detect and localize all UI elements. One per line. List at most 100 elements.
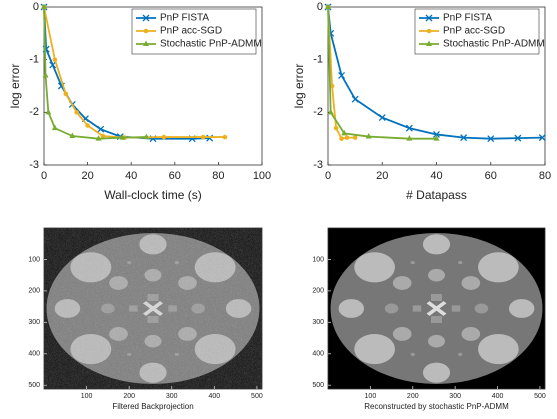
- x-tick-label: 0: [325, 170, 331, 182]
- legend-label: PnP acc-SGD: [160, 26, 222, 37]
- x-tick-label: 60: [485, 170, 497, 182]
- y-tick-label: 200: [312, 288, 324, 295]
- marker: [487, 135, 495, 143]
- marker: [351, 95, 359, 103]
- marker: [339, 136, 344, 141]
- marker: [74, 110, 79, 115]
- series-line: [327, 6, 437, 140]
- x-tick-label: 40: [125, 170, 137, 182]
- noise: [44, 228, 262, 389]
- image-frame: [327, 227, 546, 390]
- x-tick-label: 0: [41, 170, 47, 182]
- x-axis-label: Reconstructed by stochastic PnP-ADMM: [364, 402, 509, 411]
- marker: [69, 132, 76, 139]
- x-tick-label: 400: [492, 393, 504, 400]
- marker: [85, 123, 90, 128]
- x-tick-label: 40: [430, 170, 442, 182]
- marker: [538, 134, 546, 142]
- marker: [426, 28, 432, 34]
- y-tick-label: 300: [28, 319, 40, 326]
- y-tick-label: -2: [313, 106, 323, 118]
- series-line: [43, 6, 147, 140]
- marker: [344, 135, 350, 140]
- y-tick-label: 500: [28, 382, 40, 389]
- x-tick-label: 80: [212, 170, 224, 182]
- marker: [100, 133, 106, 139]
- marker: [405, 124, 413, 132]
- marker: [97, 125, 105, 133]
- marker: [433, 135, 440, 141]
- x-tick-label: 200: [123, 393, 135, 400]
- x-axis-label: # Datapass: [406, 188, 467, 202]
- y-tick-label: 0: [317, 1, 323, 13]
- x-tick-label: 500: [534, 393, 546, 400]
- marker: [206, 134, 214, 142]
- marker: [142, 14, 150, 22]
- y-tick-label: 300: [312, 319, 324, 326]
- legend-label: PnP FISTA: [160, 13, 209, 24]
- image-panel: 100 200 300 400 500 100 200 300 400 500 Filtered B…: [28, 227, 263, 411]
- marker: [143, 40, 149, 46]
- marker: [161, 134, 167, 140]
- x-tick-label: 400: [208, 393, 220, 400]
- image-frame: [43, 227, 263, 390]
- x-tick-label: 500: [251, 393, 263, 400]
- marker: [143, 133, 150, 140]
- image: [44, 228, 262, 389]
- marker: [63, 91, 69, 97]
- marker: [352, 135, 358, 140]
- marker: [325, 3, 331, 9]
- y-tick-label: -1: [313, 54, 323, 66]
- y-tick-label: -1: [29, 54, 39, 66]
- legend-label: Stochastic PnP-ADMM: [160, 39, 262, 50]
- x-tick-label: 100: [253, 170, 271, 182]
- marker: [514, 134, 522, 142]
- marker: [365, 133, 372, 139]
- y-axis-label: log error: [8, 64, 22, 109]
- x-tick-label: 60: [169, 170, 181, 182]
- marker: [425, 14, 433, 22]
- image: [328, 228, 545, 389]
- marker: [143, 28, 149, 34]
- marker: [333, 125, 339, 131]
- y-tick-label: 100: [312, 256, 324, 263]
- x-tick-label: 100: [365, 393, 377, 400]
- x-tick-label: 20: [81, 170, 93, 182]
- x-tick-label: 80: [539, 170, 551, 182]
- y-tick-label: -3: [29, 159, 39, 171]
- marker: [327, 108, 334, 115]
- x-tick-label: 300: [166, 393, 178, 400]
- marker: [378, 114, 386, 122]
- marker: [49, 61, 57, 69]
- y-tick-label: -2: [29, 106, 39, 118]
- y-tick-label: -3: [313, 159, 323, 171]
- legend: PnP FISTA PnP acc-SGD Stochastic PnP-ADMM: [414, 8, 545, 55]
- x-axis-label: Filtered Backprojection: [112, 402, 193, 411]
- marker: [426, 40, 432, 46]
- plot: 0 20 40 60 80 100 -3 -2 -1 0 Wall-clock time (s) lo…: [8, 1, 271, 202]
- marker: [341, 129, 348, 136]
- legend-label: PnP FISTA: [443, 13, 492, 24]
- x-axis-label: Wall-clock time (s): [104, 188, 202, 202]
- series-line: [43, 6, 225, 139]
- legend: PnP FISTA PnP acc-SGD Stochastic PnP-ADMM: [131, 8, 262, 55]
- marker: [95, 135, 102, 141]
- image-panel: 100 200 300 400 500 100 200 300 400 500 Reconstruc…: [312, 227, 546, 411]
- y-tick-label: 0: [33, 1, 39, 13]
- x-tick-label: 300: [449, 393, 461, 400]
- legend-label: Stochastic PnP-ADMM: [443, 39, 545, 50]
- y-tick-label: 100: [28, 256, 40, 263]
- y-axis-label: log error: [292, 64, 306, 109]
- x-tick-label: 200: [407, 393, 419, 400]
- marker: [433, 130, 440, 138]
- y-tick-label: 200: [28, 288, 40, 295]
- marker: [45, 108, 52, 115]
- marker: [52, 57, 58, 62]
- marker: [406, 135, 413, 141]
- y-tick-label: 400: [312, 351, 324, 358]
- marker: [222, 134, 228, 140]
- marker: [460, 134, 468, 142]
- marker: [119, 134, 126, 140]
- legend-label: PnP acc-SGD: [443, 26, 505, 37]
